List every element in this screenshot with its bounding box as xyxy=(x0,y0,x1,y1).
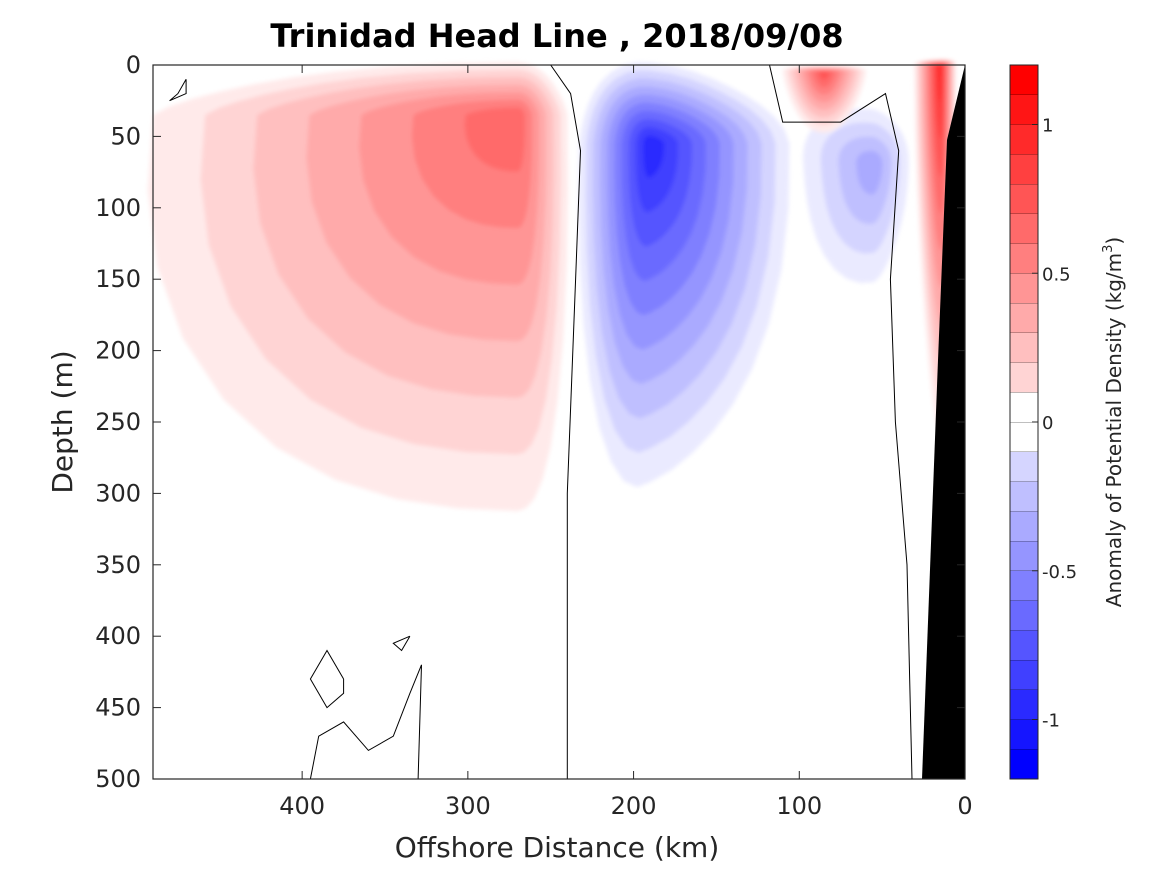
y-axis-label: Depth (m) xyxy=(46,350,79,493)
contour-fill-layer xyxy=(147,59,957,511)
colorbar-ticks: 1 0.5 0 -0.5 -1 xyxy=(1032,116,1077,732)
contour-level xyxy=(818,71,830,80)
y-tick-label: 250 xyxy=(95,408,141,436)
colorbar-level xyxy=(1010,273,1038,303)
anomaly-feature-4 xyxy=(782,65,867,133)
zero-contour-lines xyxy=(169,64,913,780)
anomaly-feature-3 xyxy=(803,108,909,284)
x-tick-label: 100 xyxy=(776,792,822,820)
y-tick-label: 200 xyxy=(95,337,141,365)
contour-level xyxy=(464,107,525,172)
zero-contour-4 xyxy=(309,649,345,709)
colorbar-level xyxy=(1010,332,1038,363)
y-tick-label: 350 xyxy=(95,551,141,579)
zero-contour-5 xyxy=(169,79,187,102)
plot-area xyxy=(147,59,966,780)
y-tick-label: 0 xyxy=(126,51,141,79)
colorbar-level xyxy=(1010,600,1038,631)
colorbar-level xyxy=(1010,422,1038,452)
colorbar-tick-label: 0 xyxy=(1042,413,1053,434)
colorbar-level xyxy=(1010,630,1038,660)
y-tick-label: 400 xyxy=(95,622,141,650)
x-tick-label: 200 xyxy=(611,792,657,820)
y-tick-label: 150 xyxy=(95,265,141,293)
anomaly-feature-1 xyxy=(147,62,569,511)
y-tick-label: 500 xyxy=(95,765,141,793)
colorbar-level xyxy=(1010,94,1038,125)
colorbar-level xyxy=(1010,362,1038,393)
x-axis: 400 300 200 100 0 xyxy=(279,65,973,820)
y-tick-label: 100 xyxy=(95,194,141,222)
x-tick-label: 300 xyxy=(445,792,491,820)
chart-title: Trinidad Head Line , 2018/09/08 xyxy=(270,17,843,55)
colorbar-level xyxy=(1010,243,1038,274)
colorbar: 1 0.5 0 -0.5 -1 Anomaly of Potential Density… xyxy=(1009,64,1126,780)
colorbar-tick-label: -1 xyxy=(1042,711,1060,732)
zero-contour-3 xyxy=(309,664,422,780)
colorbar-level xyxy=(1010,719,1038,750)
x-axis-label: Offshore Distance (km) xyxy=(395,831,720,864)
colorbar-label-main: Anomaly of Potential Density (kg/m xyxy=(1102,253,1126,607)
colorbar-tick-label: 1 xyxy=(1042,116,1053,137)
colorbar-level xyxy=(1010,541,1038,571)
colorbar-swatches xyxy=(1010,64,1038,779)
colorbar-level xyxy=(1010,184,1038,214)
y-tick-label: 300 xyxy=(95,479,141,507)
colorbar-level xyxy=(1010,689,1038,720)
colorbar-level xyxy=(1010,303,1038,333)
colorbar-level xyxy=(1010,213,1038,244)
y-tick-label: 450 xyxy=(95,694,141,722)
zero-contour-6 xyxy=(392,635,411,652)
anomaly-feature-2 xyxy=(578,62,790,488)
contour-level xyxy=(856,150,883,195)
colorbar-level xyxy=(1010,392,1038,422)
colorbar-level xyxy=(1010,154,1038,184)
y-tick-label: 50 xyxy=(110,122,141,150)
contour-level xyxy=(937,64,942,103)
colorbar-level xyxy=(1010,65,1038,95)
colorbar-tick-label: -0.5 xyxy=(1042,562,1077,583)
zero-contour-1 xyxy=(550,64,582,779)
x-tick-label: 400 xyxy=(279,792,325,820)
colorbar-label-end: ) xyxy=(1102,237,1126,245)
x-tick-label: 0 xyxy=(957,792,972,820)
colorbar-level xyxy=(1010,481,1038,512)
colorbar-level xyxy=(1010,570,1038,601)
y-axis: 0 50 100 150 200 250 300 350 400 450 500 xyxy=(95,51,965,793)
colorbar-label-sup: 3 xyxy=(1101,245,1116,253)
colorbar-tick-label: 0.5 xyxy=(1042,264,1071,285)
contour-level xyxy=(643,135,665,178)
colorbar-level xyxy=(1010,124,1038,155)
colorbar-level xyxy=(1010,511,1038,541)
bathymetry-mask xyxy=(922,65,965,779)
colorbar-level xyxy=(1010,660,1038,690)
colorbar-level xyxy=(1010,451,1038,482)
zero-contour-2 xyxy=(769,64,913,780)
colorbar-level xyxy=(1010,749,1038,779)
colorbar-label: Anomaly of Potential Density (kg/m3) xyxy=(1101,237,1126,607)
